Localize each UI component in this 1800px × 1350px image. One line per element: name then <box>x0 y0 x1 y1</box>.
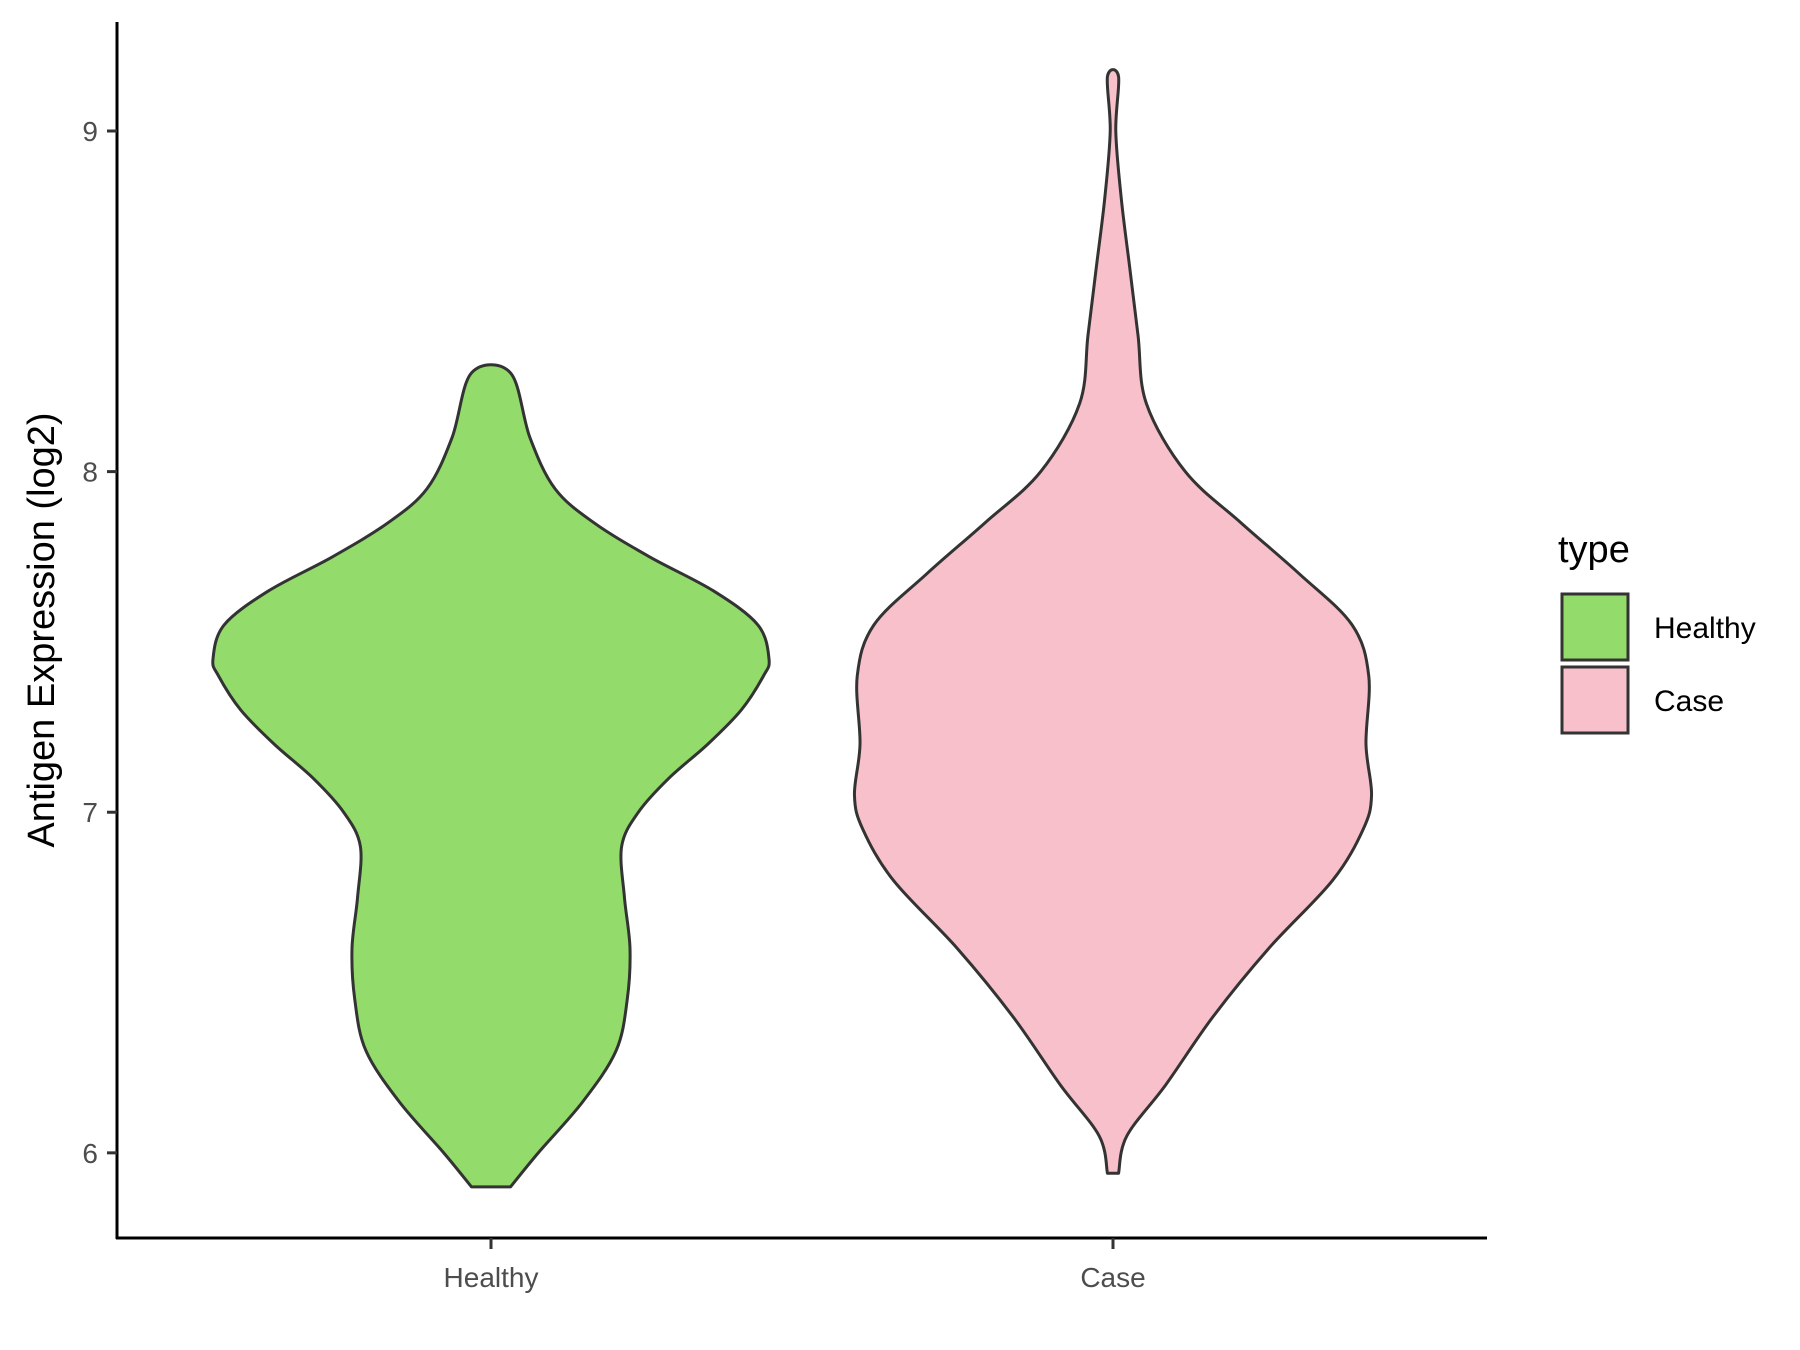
y-tick-label: 9 <box>82 116 98 147</box>
violin-case <box>852 68 1374 1175</box>
violin-healthy <box>211 363 771 1189</box>
legend-key-case <box>1560 665 1630 735</box>
violin-layer <box>211 68 1374 1189</box>
legend-label-healthy: Healthy <box>1654 612 1756 645</box>
legend-title: type <box>1558 529 1630 571</box>
x-tick-label-case: Case <box>1080 1262 1145 1293</box>
y-tick-label: 7 <box>82 797 98 828</box>
y-axis-title: Antigen Expression (log2) <box>21 412 63 847</box>
legend: type Healthy Case <box>1558 529 1756 735</box>
legend-label-case: Case <box>1654 685 1724 718</box>
y-tick-label: 8 <box>82 457 98 488</box>
y-tick-group: 6 7 8 9 <box>82 116 117 1169</box>
legend-key-healthy <box>1560 592 1630 662</box>
x-tick-label-healthy: Healthy <box>444 1262 539 1293</box>
x-tick-group: Healthy Case <box>444 1238 1146 1293</box>
y-tick-label: 6 <box>82 1138 98 1169</box>
